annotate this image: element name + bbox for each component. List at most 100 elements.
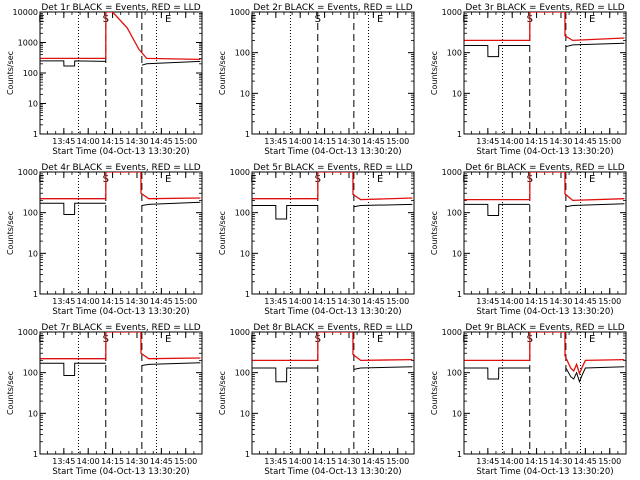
panel-title: Det 4r BLACK = Events, RED = LLD xyxy=(41,163,200,173)
y-tick-label: 10 xyxy=(452,89,462,98)
y-tick-label: 1000 xyxy=(18,168,38,177)
plot-frame xyxy=(39,171,203,295)
x-tick-label: 14:30 xyxy=(337,457,360,466)
y-tick-label: 100 xyxy=(235,369,250,378)
x-tick-label: 14:30 xyxy=(549,457,572,466)
plot-frame xyxy=(463,171,627,295)
panel-4: Det 4r BLACK = Events, RED = LLD 1 10 100 10… xyxy=(6,163,203,317)
x-tick-label: 14:00 xyxy=(501,297,524,306)
x-tick-label: 15:00 xyxy=(386,297,409,306)
x-tick-label: 13:45 xyxy=(476,297,499,306)
events-series-line xyxy=(353,366,413,370)
x-tick-label: 14:00 xyxy=(501,137,524,146)
x-tick-label: 14:30 xyxy=(125,297,148,306)
plot-frame xyxy=(251,331,415,455)
y-tick-label: 10 xyxy=(240,249,250,258)
event-marker-label: E xyxy=(589,14,595,25)
x-tick-label: 14:15 xyxy=(313,297,336,306)
y-tick-label: 10 xyxy=(240,409,250,418)
x-tick-label: 15:00 xyxy=(174,137,197,146)
y-tick-label: 10 xyxy=(240,89,250,98)
x-tick-label: 14:30 xyxy=(337,137,360,146)
x-axis-label: Start Time (04-Oct-13 13:30:20) xyxy=(52,467,189,477)
plot-frame xyxy=(39,331,203,455)
events-series-line xyxy=(40,202,106,215)
x-axis-label: Start Time (04-Oct-13 13:30:20) xyxy=(264,307,401,317)
y-tick-label: 1000 xyxy=(18,328,38,337)
plot-frame xyxy=(251,171,415,295)
x-tick-label: 14:45 xyxy=(362,457,385,466)
panel-7: Det 7r BLACK = Events, RED = LLD 1 10 100 10… xyxy=(6,323,203,477)
lld-series-line xyxy=(464,12,625,42)
x-tick-label: 14:15 xyxy=(525,137,548,146)
y-tick-label: 100 xyxy=(447,49,462,58)
panel-1: Det 1r BLACK = Events, RED = LLD 1 10 100 10… xyxy=(6,3,203,157)
y-tick-label: 1000 xyxy=(442,8,462,17)
x-tick-label: 14:45 xyxy=(362,297,385,306)
x-tick-label: 14:00 xyxy=(289,457,312,466)
x-tick-label: 14:45 xyxy=(150,137,173,146)
y-tick-label: 100 xyxy=(23,209,38,218)
panel-title: Det 6r BLACK = Events, RED = LLD xyxy=(465,163,624,173)
x-tick-label: 14:15 xyxy=(101,457,124,466)
y-tick-label: 1000 xyxy=(230,8,250,17)
y-tick-label: 1 xyxy=(33,450,38,459)
event-marker-label: E xyxy=(462,174,468,185)
event-marker-label: E xyxy=(250,174,256,185)
events-series-line xyxy=(565,42,625,48)
event-marker-label: E xyxy=(462,14,468,25)
panel-9: Det 9r BLACK = Events, RED = LLD 1 10 100 10… xyxy=(430,323,627,477)
plot-frame xyxy=(39,11,203,135)
x-tick-label: 13:45 xyxy=(52,137,75,146)
x-tick-label: 14:45 xyxy=(574,137,597,146)
y-tick-label: 10 xyxy=(28,409,38,418)
y-tick-label: 1 xyxy=(457,450,462,459)
panel-title: Det 8r BLACK = Events, RED = LLD xyxy=(253,323,412,333)
lld-series-line xyxy=(40,172,201,200)
y-tick-label: 1 xyxy=(245,290,250,299)
panel-title: Det 1r BLACK = Events, RED = LLD xyxy=(41,3,200,13)
x-axis-label: Start Time (04-Oct-13 13:30:20) xyxy=(476,467,613,477)
events-series-line xyxy=(40,60,106,67)
x-tick-label: 14:15 xyxy=(313,457,336,466)
y-tick-label: 1 xyxy=(245,130,250,139)
y-axis-label: Counts/sec xyxy=(430,371,439,415)
event-marker-label: E xyxy=(589,174,595,185)
x-tick-label: 15:00 xyxy=(598,457,621,466)
y-tick-label: 1 xyxy=(245,450,250,459)
event-marker-label: E xyxy=(38,14,44,25)
event-marker-label: E xyxy=(462,334,468,345)
x-axis-label: Start Time (04-Oct-13 13:30:20) xyxy=(264,147,401,157)
x-tick-label: 14:00 xyxy=(77,297,100,306)
panel-title: Det 7r BLACK = Events, RED = LLD xyxy=(41,323,200,333)
event-marker-label: E xyxy=(165,174,171,185)
x-tick-label: 14:00 xyxy=(501,457,524,466)
x-tick-label: 14:30 xyxy=(337,297,360,306)
lld-series-line xyxy=(252,332,413,362)
event-marker-label: E xyxy=(377,334,383,345)
x-tick-label: 14:15 xyxy=(525,297,548,306)
x-tick-label: 14:45 xyxy=(574,297,597,306)
panel-6: Det 6r BLACK = Events, RED = LLD 1 10 100 10… xyxy=(430,163,627,317)
panel-title: Det 3r BLACK = Events, RED = LLD xyxy=(465,3,624,13)
x-tick-label: 14:30 xyxy=(549,297,572,306)
lld-series-line xyxy=(252,172,413,201)
panel-2: Det 2r BLACK = Events, RED = LLD 1 10 100 10… xyxy=(218,3,415,157)
events-series-line xyxy=(464,45,530,58)
x-tick-label: 14:00 xyxy=(289,297,312,306)
x-tick-label: 15:00 xyxy=(386,457,409,466)
events-series-line xyxy=(252,205,318,220)
y-tick-label: 1 xyxy=(457,290,462,299)
y-axis-label: Counts/sec xyxy=(6,51,15,95)
panel-title: Det 9r BLACK = Events, RED = LLD xyxy=(465,323,624,333)
events-series-line xyxy=(40,362,106,376)
y-tick-label: 100 xyxy=(235,209,250,218)
events-series-line xyxy=(141,201,201,206)
x-tick-label: 13:45 xyxy=(52,457,75,466)
lld-series-line xyxy=(40,12,201,61)
events-series-line xyxy=(141,60,201,66)
y-tick-label: 10 xyxy=(28,249,38,258)
lld-series-line xyxy=(40,332,201,360)
x-tick-label: 13:45 xyxy=(476,457,499,466)
